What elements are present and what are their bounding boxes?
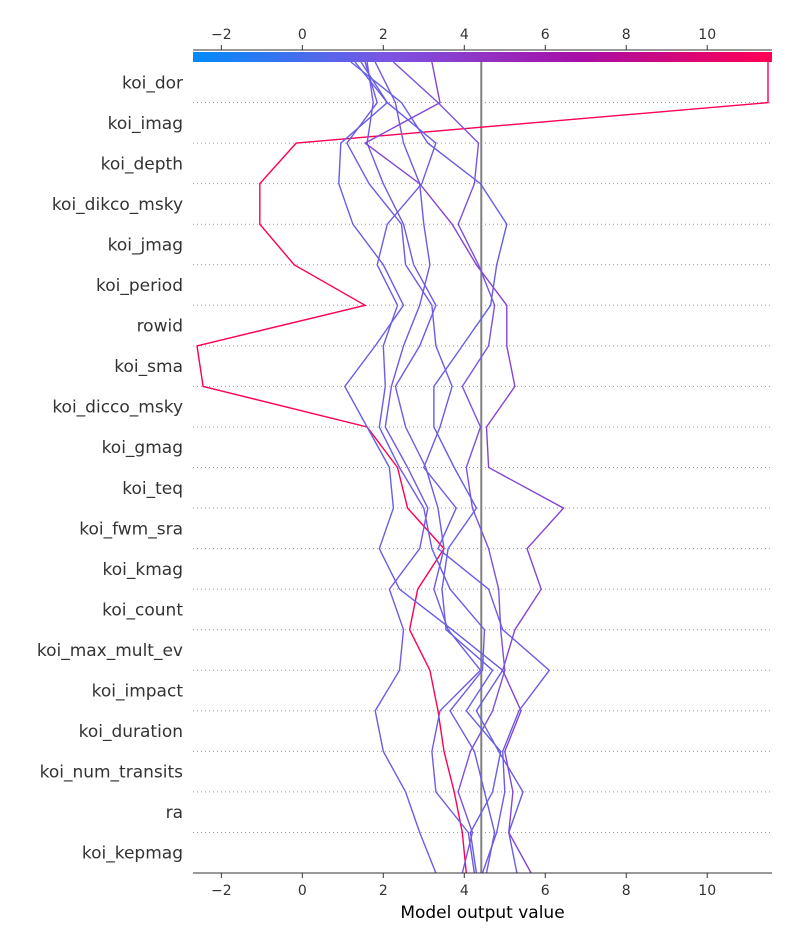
feature-label: koi_kepmag <box>82 844 183 864</box>
decision-line <box>350 61 508 874</box>
feature-label: koi_jmag <box>108 235 183 255</box>
decision-line <box>392 61 506 874</box>
tick-label: 8 <box>622 883 631 899</box>
tick-label: 8 <box>622 27 631 43</box>
gridlines <box>193 102 772 874</box>
tick-label: 4 <box>460 883 469 899</box>
tick-label: 2 <box>379 883 388 899</box>
feature-label: koi_depth <box>101 154 183 174</box>
feature-label: koi_num_transits <box>40 763 184 783</box>
tick-label: 4 <box>460 27 469 43</box>
bottom-tick-group: −2 0 2 4 6 8 10 <box>211 873 716 899</box>
tick-label: −2 <box>211 27 232 43</box>
tick-label: 0 <box>298 27 307 43</box>
tick-label: 0 <box>298 883 307 899</box>
feature-label: koi_impact <box>92 682 184 702</box>
feature-label: koi_max_mult_ev <box>37 641 183 661</box>
feature-label: koi_fwm_sra <box>79 519 183 539</box>
decision-line <box>363 61 565 874</box>
feature-label: koi_dicco_msky <box>52 398 183 418</box>
feature-label: koi_period <box>96 276 183 296</box>
decision-line <box>366 61 482 874</box>
feature-label: rowid <box>137 317 183 337</box>
decision-line <box>360 61 496 874</box>
tick-label: 6 <box>541 883 550 899</box>
tick-label: 10 <box>698 883 716 899</box>
colorbar <box>193 52 772 62</box>
feature-label: koi_kmag <box>103 560 183 580</box>
tick-label: 2 <box>379 27 388 43</box>
feature-label: koi_sma <box>114 357 183 377</box>
tick-label: 6 <box>541 27 550 43</box>
tick-label: −2 <box>211 883 232 899</box>
feature-label: koi_dikco_msky <box>52 195 183 215</box>
tick-label: 10 <box>698 27 716 43</box>
feature-label: koi_dor <box>122 73 183 93</box>
decision-line <box>346 61 551 874</box>
feature-label: koi_imag <box>108 114 183 134</box>
top-tick-group: −2 0 2 4 6 8 10 <box>211 27 716 50</box>
feature-label: ra <box>166 803 183 823</box>
decision-line <box>374 61 437 874</box>
feature-label-group: koi_dor koi_imag koi_depth koi_dikco_mskyko… <box>37 73 183 863</box>
feature-label: koi_count <box>102 600 183 620</box>
x-axis-title: Model output value <box>400 903 564 923</box>
decision-line <box>338 61 524 874</box>
feature-label: koi_duration <box>79 722 183 742</box>
decision-lines <box>196 61 769 874</box>
decision-line <box>196 62 769 874</box>
feature-label: koi_gmag <box>102 438 183 458</box>
feature-label: koi_teq <box>122 479 183 499</box>
